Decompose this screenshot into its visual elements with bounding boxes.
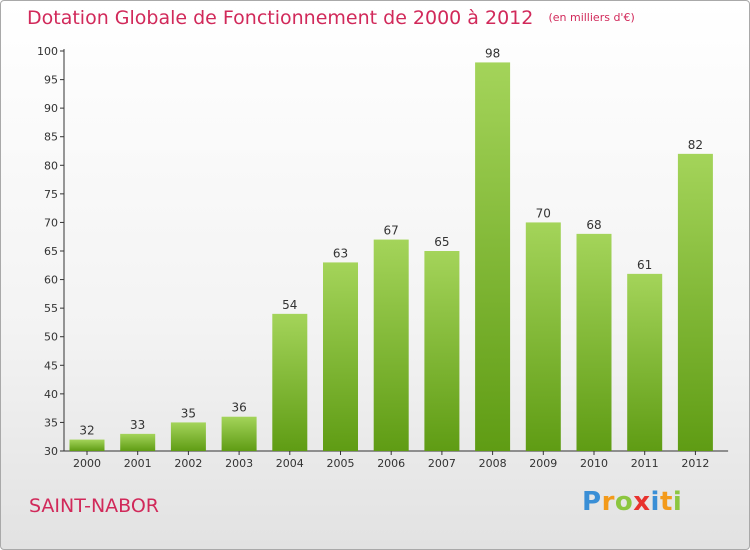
- x-tick-label: 2005: [327, 457, 355, 470]
- data-label: 61: [637, 258, 652, 272]
- bar: [576, 233, 612, 451]
- brand-letter: o: [614, 487, 634, 517]
- bar: [525, 222, 561, 451]
- bar: [323, 262, 358, 451]
- bar: [170, 422, 206, 451]
- bar: [272, 313, 308, 451]
- y-tick-label: 35: [44, 416, 58, 429]
- y-tick-label: 50: [44, 331, 58, 344]
- brand-letter: P: [582, 487, 602, 517]
- bar: [475, 62, 511, 452]
- x-tick-label: 2008: [479, 457, 507, 470]
- data-label: 33: [130, 418, 145, 432]
- y-tick-label: 60: [44, 274, 58, 287]
- y-tick-label: 45: [44, 359, 58, 372]
- x-tick-label: 2009: [529, 457, 557, 470]
- x-tick-label: 2000: [73, 457, 101, 470]
- brand-letter: r: [601, 487, 615, 517]
- x-tick-label: 2012: [681, 457, 709, 470]
- y-tick-label: 55: [44, 302, 58, 315]
- brand-logo[interactable]: Proxiti: [582, 487, 682, 517]
- bar: [120, 433, 156, 451]
- bar: [424, 251, 460, 451]
- bar: [677, 153, 713, 451]
- data-label: 70: [536, 206, 551, 220]
- data-label: 54: [282, 298, 297, 312]
- x-tick-label: 2006: [377, 457, 405, 470]
- x-tick-label: 2003: [225, 457, 253, 470]
- data-label: 65: [434, 235, 449, 249]
- brand-letter: i: [650, 487, 660, 517]
- x-tick-label: 2004: [276, 457, 304, 470]
- y-tick-label: 100: [37, 45, 58, 58]
- data-label: 67: [384, 224, 399, 238]
- chart-subtitle: (en milliers d'€): [548, 11, 635, 24]
- bar: [69, 439, 105, 451]
- x-tick-label: 2007: [428, 457, 456, 470]
- brand-letter: t: [659, 487, 673, 517]
- data-label: 68: [586, 218, 601, 232]
- y-tick-label: 40: [44, 388, 58, 401]
- data-label: 32: [79, 424, 94, 438]
- bar: [373, 239, 409, 451]
- x-tick-label: 2011: [631, 457, 659, 470]
- data-label: 36: [231, 401, 246, 415]
- x-axis: 2000 2001 2002 2003 2004 2005 2006 2007 2008 2009…: [64, 450, 729, 470]
- y-tick-label: 95: [44, 74, 58, 87]
- y-tick-label: 70: [44, 216, 58, 229]
- bars: [69, 62, 713, 452]
- data-label: 98: [485, 46, 500, 60]
- y-tick-label: 80: [44, 159, 58, 172]
- y-tick-label: 85: [44, 131, 58, 144]
- chart-title: Dotation Globale de Fonctionnement de 20…: [27, 7, 534, 29]
- brand-letter: x: [633, 487, 651, 517]
- bar: [221, 416, 257, 451]
- y-axis: 30 35 40 45 50 55 60 65 70 75 80 85 90 95 100: [37, 45, 65, 458]
- y-tick-label: 65: [44, 245, 58, 258]
- brand-letter: i: [672, 487, 683, 517]
- x-tick-label: 2002: [174, 457, 202, 470]
- bar: [627, 273, 663, 451]
- y-tick-label: 90: [44, 102, 58, 115]
- data-label: 82: [688, 138, 703, 152]
- data-label: 63: [333, 246, 348, 260]
- x-tick-label: 2001: [124, 457, 152, 470]
- data-labels: 32 33 35 36 54 63 67 65 98 70 68 61 82: [79, 46, 703, 437]
- town-name: SAINT-NABOR: [29, 495, 160, 517]
- y-tick-label: 75: [44, 188, 58, 201]
- x-tick-label: 2010: [580, 457, 608, 470]
- data-label: 35: [181, 406, 196, 420]
- y-tick-label: 30: [44, 445, 58, 458]
- title-row: Dotation Globale de Fonctionnement de 20…: [27, 7, 635, 29]
